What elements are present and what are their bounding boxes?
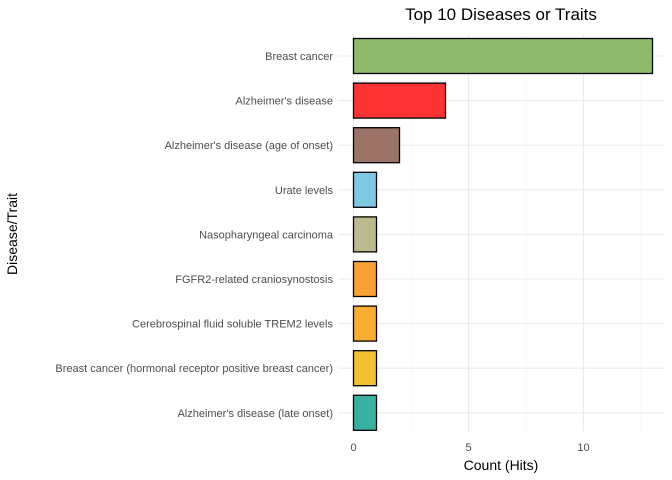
bars <box>352 37 654 431</box>
x-tick-label: 5 <box>465 442 471 454</box>
bar <box>352 82 447 119</box>
y-tick-label: Cerebrospinal fluid soluble TREM2 levels <box>132 319 333 331</box>
bar <box>352 394 378 431</box>
y-tick-label: Alzheimer's disease <box>236 96 333 108</box>
bar <box>352 305 378 342</box>
x-tick-label: 0 <box>350 442 356 454</box>
y-tick-label: Nasopharyngeal carcinoma <box>199 229 334 241</box>
y-tick-label: Urate levels <box>275 185 334 197</box>
bar <box>352 350 378 387</box>
y-tick-label: Breast cancer <box>265 51 333 63</box>
bar <box>352 171 378 208</box>
grid-lines <box>338 34 664 431</box>
x-tick-labels: 0 5 10 <box>350 442 589 454</box>
bar <box>352 260 378 298</box>
chart-title: Top 10 Diseases or Traits <box>405 5 597 24</box>
y-tick-label: FGFR2-related craniosynostosis <box>175 274 333 286</box>
y-tick-label: Breast cancer (hormonal receptor positiv… <box>55 363 333 375</box>
y-tick-label: Alzheimer's disease (age of onset) <box>165 140 333 152</box>
bar <box>352 37 654 75</box>
bar <box>352 216 378 253</box>
bar <box>352 127 401 164</box>
x-axis-title: Count (Hits) <box>464 457 539 473</box>
x-tick-label: 10 <box>577 442 589 454</box>
y-tick-labels: Breast cancer Alzheimer's disease Alzheime… <box>55 51 333 420</box>
y-tick-label: Alzheimer's disease (late onset) <box>177 408 333 420</box>
y-axis-title: Disease/Trait <box>4 193 20 275</box>
